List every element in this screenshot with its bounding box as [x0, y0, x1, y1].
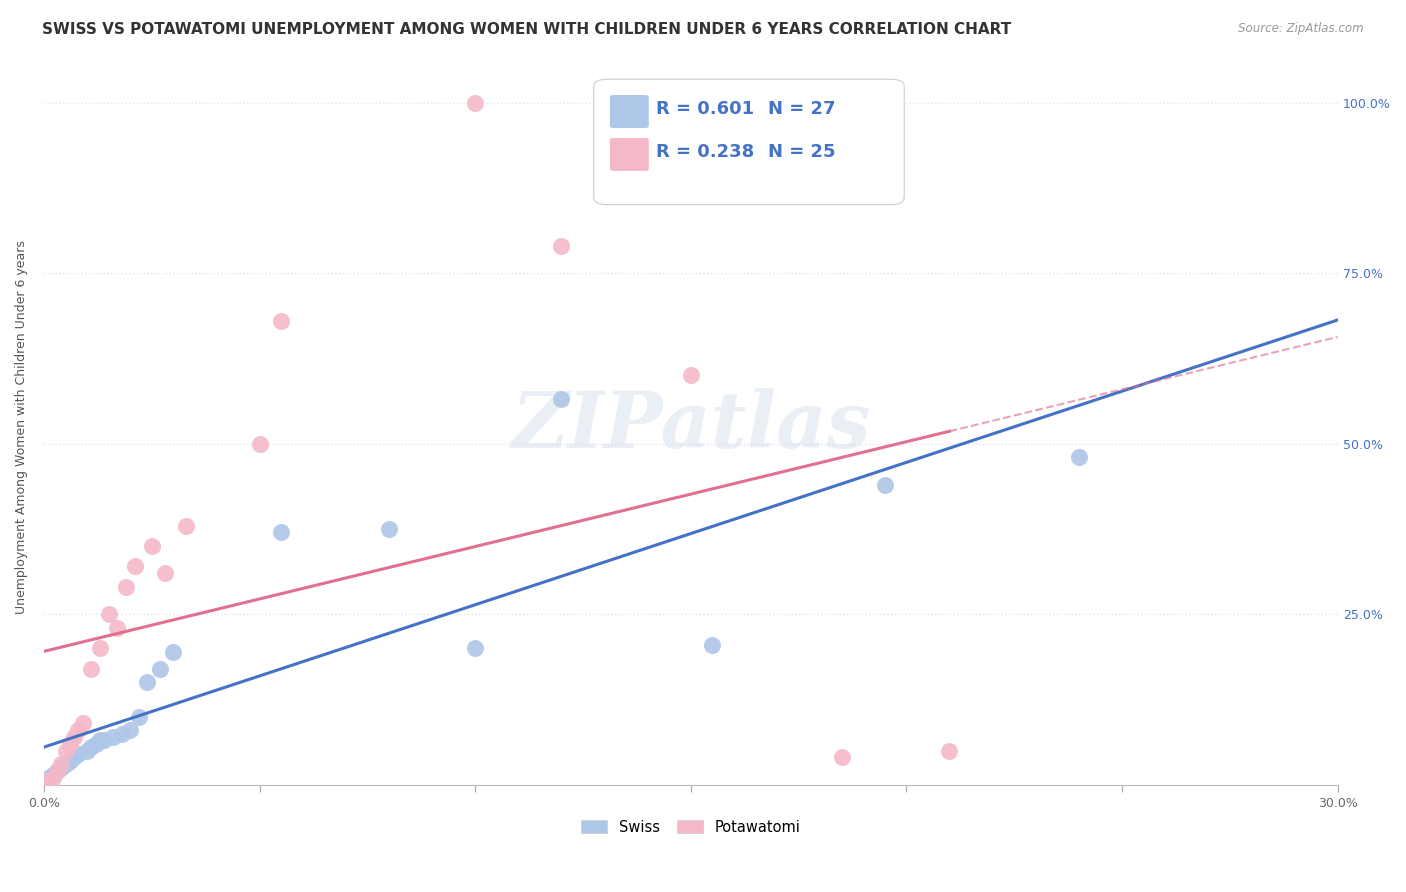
Point — [115, 580, 138, 594]
Point — [41, 771, 63, 785]
Point — [45, 764, 67, 778]
Point — [702, 638, 724, 652]
Point — [128, 709, 150, 723]
Text: ZIPatlas: ZIPatlas — [512, 388, 870, 465]
Point — [378, 522, 401, 536]
Point — [55, 757, 77, 772]
Point — [464, 95, 486, 110]
Point — [679, 368, 702, 383]
FancyBboxPatch shape — [593, 79, 904, 204]
Point — [51, 757, 73, 772]
Text: N = 25: N = 25 — [769, 144, 837, 161]
Legend: Swiss, Potawatomi: Swiss, Potawatomi — [581, 820, 801, 835]
Point — [45, 764, 67, 778]
Point — [37, 771, 59, 785]
Point — [37, 774, 59, 789]
Point — [831, 750, 853, 764]
Point — [550, 392, 572, 407]
Point — [1067, 450, 1090, 465]
Text: Source: ZipAtlas.com: Source: ZipAtlas.com — [1239, 22, 1364, 36]
Text: R = 0.601: R = 0.601 — [655, 100, 754, 119]
Point — [270, 525, 292, 540]
Point — [97, 607, 120, 622]
Point — [464, 641, 486, 656]
Point — [270, 314, 292, 328]
Point — [938, 744, 960, 758]
Point — [67, 723, 90, 738]
Point — [249, 436, 271, 450]
Point — [59, 737, 82, 751]
Point — [76, 744, 98, 758]
Point — [105, 621, 128, 635]
Point — [72, 716, 94, 731]
Point — [550, 239, 572, 253]
Text: R = 0.238: R = 0.238 — [655, 144, 754, 161]
Point — [80, 662, 103, 676]
Point — [93, 733, 115, 747]
Point — [89, 641, 111, 656]
Point — [55, 744, 77, 758]
Point — [149, 662, 172, 676]
Point — [124, 559, 146, 574]
Point — [141, 539, 163, 553]
Point — [162, 645, 184, 659]
Point — [84, 737, 107, 751]
Point — [51, 761, 73, 775]
Point — [110, 726, 132, 740]
Y-axis label: Unemployment Among Women with Children Under 6 years: Unemployment Among Women with Children U… — [15, 240, 28, 614]
Point — [120, 723, 142, 738]
Text: N = 27: N = 27 — [769, 100, 837, 119]
Point — [59, 754, 82, 768]
Point — [136, 675, 159, 690]
Point — [153, 566, 176, 581]
Point — [63, 730, 86, 744]
Point — [101, 730, 124, 744]
Point — [80, 740, 103, 755]
Point — [67, 747, 90, 761]
Point — [41, 767, 63, 781]
FancyBboxPatch shape — [610, 139, 648, 170]
Point — [873, 477, 896, 491]
FancyBboxPatch shape — [610, 95, 648, 128]
Point — [63, 750, 86, 764]
Text: SWISS VS POTAWATOMI UNEMPLOYMENT AMONG WOMEN WITH CHILDREN UNDER 6 YEARS CORRELA: SWISS VS POTAWATOMI UNEMPLOYMENT AMONG W… — [42, 22, 1011, 37]
Point — [174, 518, 197, 533]
Point — [89, 733, 111, 747]
